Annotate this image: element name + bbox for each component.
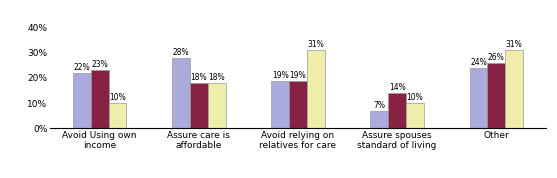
Text: 22%: 22% [74, 63, 90, 72]
Text: 31%: 31% [506, 40, 522, 49]
Bar [406, 103, 424, 128]
Bar [505, 50, 523, 128]
Text: 24%: 24% [470, 58, 487, 67]
Text: 28%: 28% [173, 48, 189, 57]
Text: 10%: 10% [407, 93, 423, 102]
Text: 19%: 19% [290, 70, 306, 80]
Text: 7%: 7% [373, 101, 385, 110]
Bar [289, 80, 307, 128]
Bar [370, 111, 388, 128]
Bar [109, 103, 126, 128]
Bar [91, 70, 109, 128]
Bar [470, 68, 487, 128]
Text: 19%: 19% [272, 70, 289, 80]
Bar [487, 63, 505, 128]
Bar [172, 58, 190, 128]
Bar [271, 80, 289, 128]
Text: 26%: 26% [488, 53, 505, 62]
Text: 10%: 10% [109, 93, 126, 102]
Bar [190, 83, 208, 128]
Text: 18%: 18% [190, 73, 207, 82]
Text: 23%: 23% [91, 61, 108, 69]
Text: 14%: 14% [389, 83, 405, 92]
Text: 31%: 31% [307, 40, 324, 49]
Bar [388, 93, 406, 128]
Bar [307, 50, 325, 128]
Text: 18%: 18% [208, 73, 225, 82]
Bar [208, 83, 226, 128]
Bar [73, 73, 91, 128]
